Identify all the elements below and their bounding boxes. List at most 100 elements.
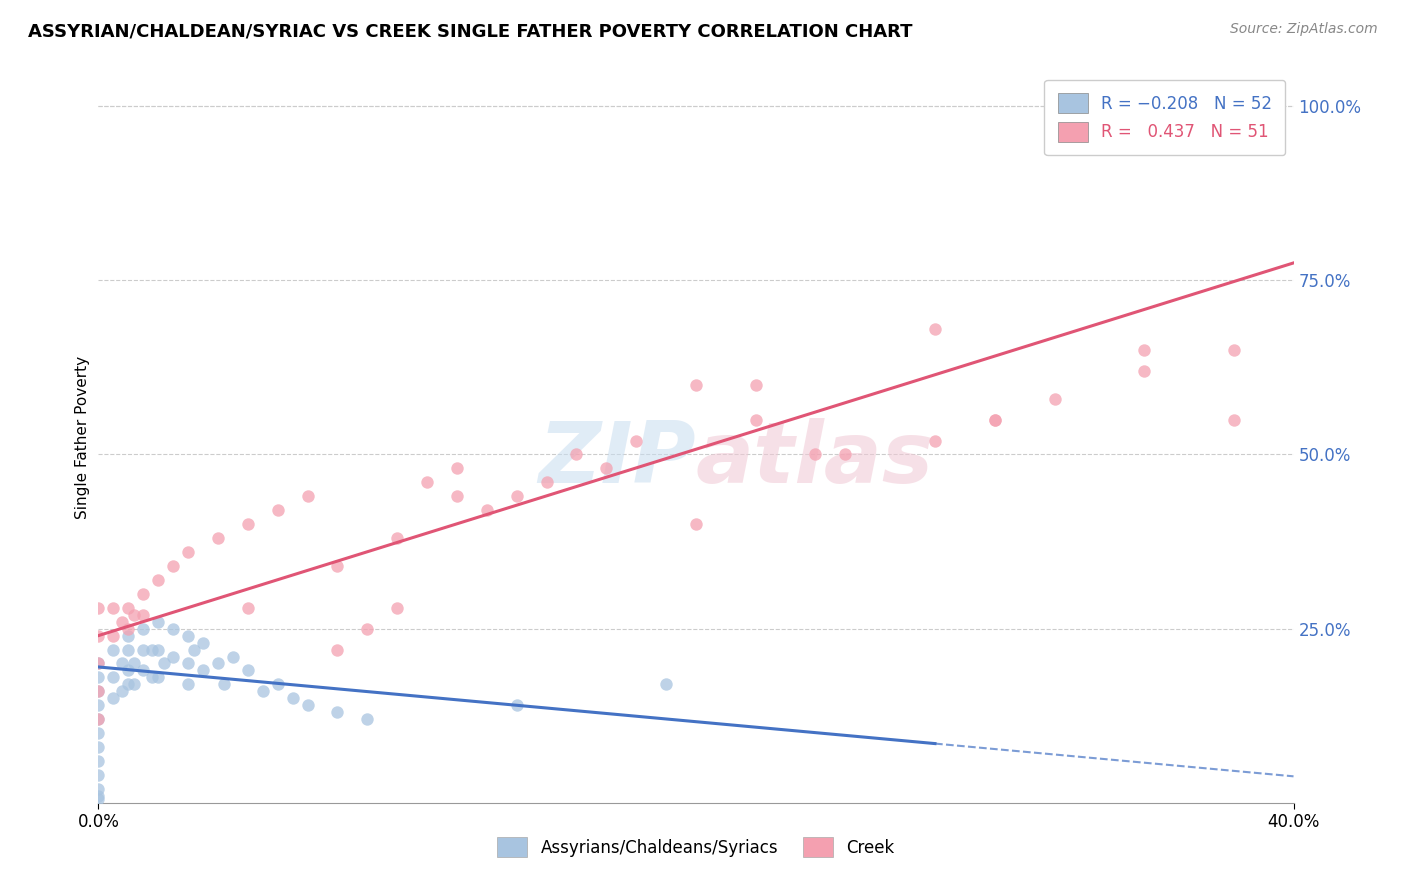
- Text: ZIP: ZIP: [538, 417, 696, 500]
- Point: [132, 664, 155, 678]
- Point: [87, 657, 110, 671]
- Point: [103, 691, 125, 706]
- Point: [148, 670, 170, 684]
- Point: [1133, 343, 1156, 357]
- Point: [267, 503, 290, 517]
- Point: [87, 657, 110, 671]
- Point: [148, 573, 170, 587]
- Point: [416, 475, 439, 490]
- Point: [191, 635, 214, 649]
- Point: [207, 531, 229, 545]
- Text: ASSYRIAN/CHALDEAN/SYRIAC VS CREEK SINGLE FATHER POVERTY CORRELATION CHART: ASSYRIAN/CHALDEAN/SYRIAC VS CREEK SINGLE…: [28, 22, 912, 40]
- Point: [236, 517, 259, 532]
- Point: [655, 677, 678, 691]
- Point: [745, 412, 768, 426]
- Point: [103, 670, 125, 684]
- Point: [1223, 343, 1246, 357]
- Point: [804, 448, 827, 462]
- Point: [236, 600, 259, 615]
- Point: [87, 670, 110, 684]
- Point: [111, 657, 134, 671]
- Point: [745, 377, 768, 392]
- Point: [236, 664, 259, 678]
- Point: [177, 657, 200, 671]
- Point: [183, 642, 205, 657]
- Point: [356, 712, 378, 726]
- Point: [834, 448, 856, 462]
- Point: [148, 615, 170, 629]
- Point: [385, 531, 409, 545]
- Point: [1223, 412, 1246, 426]
- Point: [162, 622, 184, 636]
- Point: [87, 768, 110, 782]
- Point: [446, 461, 468, 475]
- Point: [177, 629, 200, 643]
- Point: [87, 600, 110, 615]
- Point: [103, 629, 125, 643]
- Point: [111, 684, 134, 698]
- Point: [148, 642, 170, 657]
- Point: [267, 677, 290, 691]
- Point: [117, 622, 139, 636]
- Point: [132, 587, 155, 601]
- Y-axis label: Single Father Poverty: Single Father Poverty: [75, 356, 90, 518]
- Point: [103, 642, 125, 657]
- Point: [177, 545, 200, 559]
- Point: [87, 698, 110, 713]
- Point: [162, 649, 184, 664]
- Point: [506, 698, 529, 713]
- Point: [117, 664, 139, 678]
- Point: [626, 434, 648, 448]
- Point: [141, 642, 163, 657]
- Point: [177, 677, 200, 691]
- Point: [141, 670, 163, 684]
- Point: [117, 629, 139, 643]
- Point: [111, 615, 134, 629]
- Point: [87, 781, 110, 796]
- Point: [87, 789, 110, 803]
- Point: [536, 475, 558, 490]
- Point: [685, 377, 707, 392]
- Point: [191, 664, 214, 678]
- Point: [984, 412, 1007, 426]
- Point: [87, 684, 110, 698]
- Point: [212, 677, 235, 691]
- Point: [117, 600, 139, 615]
- Point: [87, 712, 110, 726]
- Point: [297, 489, 319, 503]
- Point: [117, 642, 139, 657]
- Point: [117, 677, 139, 691]
- Point: [124, 677, 146, 691]
- Point: [222, 649, 245, 664]
- Point: [87, 629, 110, 643]
- Point: [132, 642, 155, 657]
- Point: [132, 607, 155, 622]
- Point: [252, 684, 274, 698]
- Point: [87, 712, 110, 726]
- Point: [153, 657, 176, 671]
- Point: [1043, 392, 1066, 406]
- Point: [326, 642, 349, 657]
- Point: [595, 461, 617, 475]
- Point: [565, 448, 588, 462]
- Point: [924, 434, 946, 448]
- Point: [87, 726, 110, 740]
- Point: [124, 607, 146, 622]
- Point: [207, 657, 229, 671]
- Point: [1133, 364, 1156, 378]
- Point: [924, 322, 946, 336]
- Point: [132, 622, 155, 636]
- Point: [506, 489, 529, 503]
- Point: [326, 705, 349, 719]
- Point: [124, 657, 146, 671]
- Point: [984, 412, 1007, 426]
- Point: [87, 792, 110, 806]
- Point: [281, 691, 304, 706]
- Point: [356, 622, 378, 636]
- Point: [297, 698, 319, 713]
- Point: [685, 517, 707, 532]
- Point: [87, 684, 110, 698]
- Point: [475, 503, 498, 517]
- Legend: Assyrians/Chaldeans/Syriacs, Creek: Assyrians/Chaldeans/Syriacs, Creek: [491, 830, 901, 864]
- Point: [87, 740, 110, 755]
